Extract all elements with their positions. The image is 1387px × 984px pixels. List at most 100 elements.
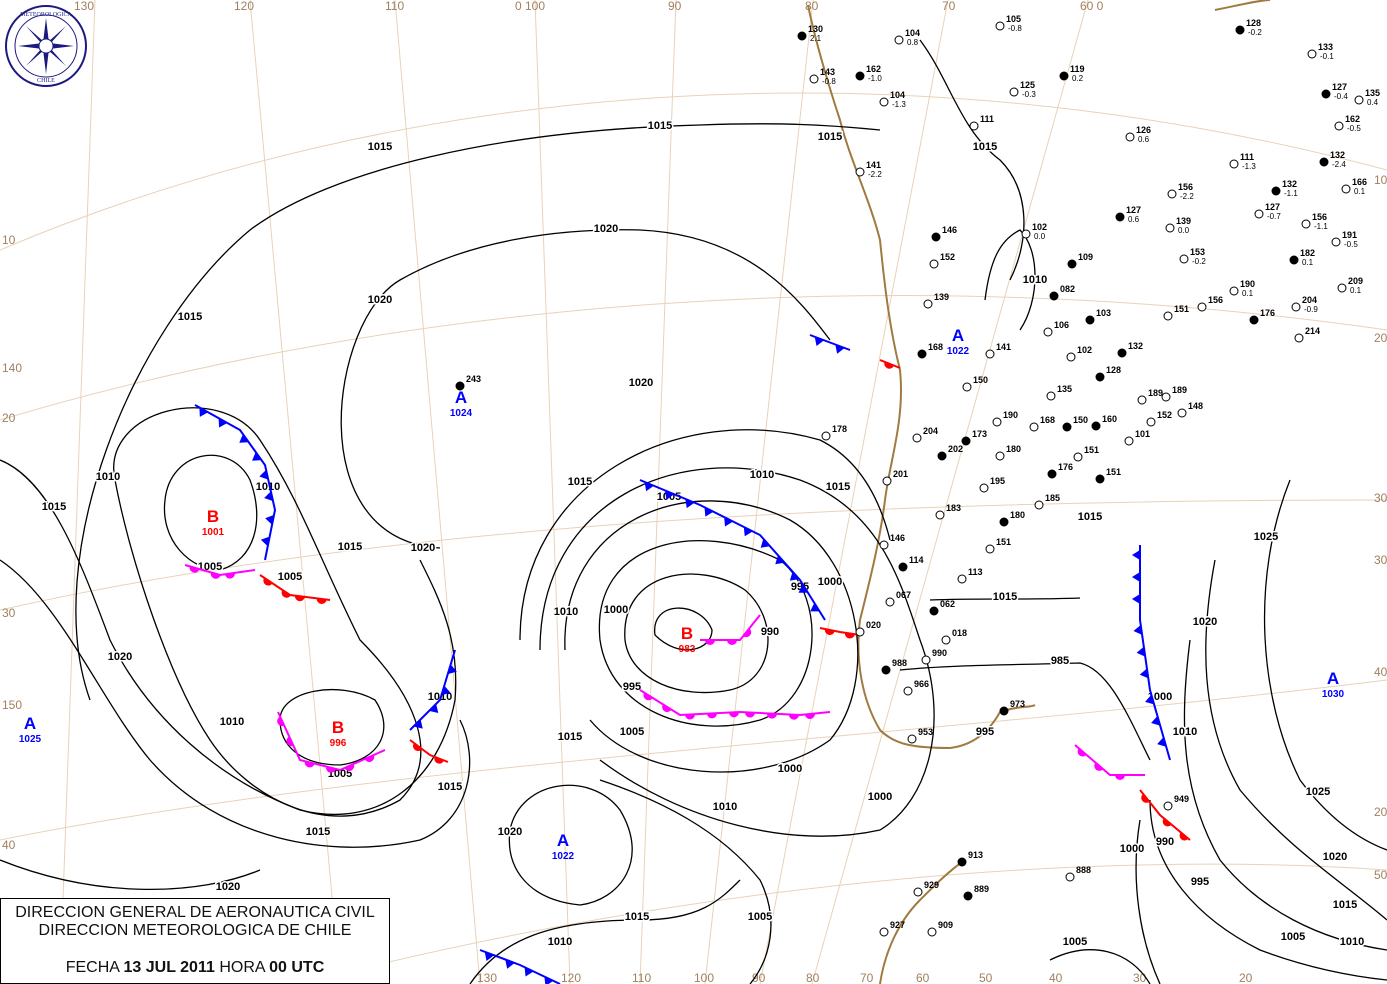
station-pressure: 135 — [1365, 88, 1380, 98]
station-cloud-cover-icon — [894, 35, 904, 45]
station-cloud-cover-icon — [1331, 237, 1341, 247]
station-cloud-cover-icon — [999, 517, 1009, 527]
isobar-label: 1015 — [306, 826, 330, 838]
station-plot: 913 — [957, 850, 983, 867]
station-pressure: 183 — [946, 503, 961, 513]
isobar-label: 990 — [1156, 836, 1174, 848]
station-plot: 988 — [881, 658, 907, 675]
station-cloud-cover-icon — [1179, 254, 1189, 264]
station-plot: 214 — [1294, 326, 1320, 343]
station-cloud-cover-icon — [1146, 417, 1156, 427]
cold-front — [409, 649, 456, 731]
station-plot: 151 — [1095, 467, 1121, 484]
cold-front-triangle — [704, 507, 714, 517]
station-plot: 929 — [913, 880, 939, 897]
station-pressure: 178 — [832, 424, 847, 434]
station-pressure: 127 — [1265, 202, 1280, 212]
station-cloud-cover-icon — [1085, 315, 1095, 325]
cold-front-triangle — [447, 664, 457, 675]
cold-front — [809, 334, 851, 351]
station-pressure: 143 — [820, 67, 835, 77]
station-plot: 185 — [1034, 493, 1060, 510]
grid-label-bottom: 60 — [916, 971, 930, 984]
warm-front-semicircle — [294, 595, 305, 602]
station-cloud-cover-icon — [1059, 71, 1069, 81]
station-plot: 105-0.8 — [995, 14, 1022, 33]
station-plot: 127-0.4 — [1321, 82, 1348, 101]
cold-front-triangle — [252, 451, 262, 461]
station-cloud-cover-icon — [879, 97, 889, 107]
cold-front-triangle — [260, 536, 270, 547]
station-pressure: 111 — [980, 114, 994, 124]
station-pressure: 162 — [1345, 114, 1360, 124]
isobar-label: 1010 — [554, 606, 578, 618]
station-cloud-cover-icon — [1271, 186, 1281, 196]
station-plot: 132-1.1 — [1271, 179, 1298, 198]
station-pressure: 152 — [1157, 410, 1172, 420]
station-tendency: -0.8 — [822, 77, 836, 86]
station-pressure: 190 — [1240, 279, 1255, 289]
warm-front — [409, 739, 449, 763]
isobar-label: 1010 — [1340, 936, 1364, 948]
station-cloud-cover-icon — [797, 31, 807, 41]
isobar-label: 1020 — [1323, 851, 1347, 863]
occluded-front-symbol — [189, 566, 200, 573]
warm-front-semicircle — [281, 589, 291, 598]
isobar-label: 1000 — [1120, 843, 1144, 855]
station-plot: 973 — [999, 699, 1025, 716]
station-cloud-cover-icon — [1167, 189, 1177, 199]
station-pressure: 176 — [1260, 308, 1275, 318]
station-cloud-cover-icon — [1115, 212, 1125, 222]
station-tendency: -1.0 — [868, 74, 882, 83]
station-pressure: 141 — [866, 160, 881, 170]
station-plot: 183 — [935, 503, 961, 520]
station-pressure: 104 — [905, 28, 920, 38]
occluded-front-symbol — [326, 766, 336, 773]
grid-label-left: 150 — [2, 698, 22, 712]
cold-front-triangle — [505, 959, 515, 969]
occl-front — [700, 614, 761, 641]
isobar-label: 1010 — [548, 936, 572, 948]
isobar-label: 1010 — [220, 716, 244, 728]
station-cloud-cover-icon — [1334, 121, 1344, 131]
station-cloud-cover-icon — [913, 887, 923, 897]
station-tendency: -2.2 — [868, 170, 882, 179]
station-plot: 176 — [1249, 308, 1275, 325]
cold-front-triangle — [685, 498, 695, 509]
occluded-front-symbol — [743, 628, 752, 638]
station-pressure: 152 — [940, 252, 955, 262]
station-pressure: 111 — [1240, 152, 1254, 162]
cold-front-triangle — [798, 584, 808, 593]
station-cloud-cover-icon — [1229, 286, 1239, 296]
station-plot: 141 — [985, 342, 1011, 359]
isobar-label: 1005 — [748, 911, 772, 923]
station-cloud-cover-icon — [455, 381, 465, 391]
station-plot: 953 — [907, 727, 933, 744]
station-pressure: 119 — [1070, 64, 1085, 74]
grid-label-top: 0 100 — [515, 0, 545, 13]
station-pressure: 180 — [1006, 444, 1021, 454]
station-cloud-cover-icon — [963, 891, 973, 901]
fecha-value: 13 JUL 2011 — [123, 959, 215, 976]
station-cloud-cover-icon — [1095, 372, 1105, 382]
cold-front — [639, 479, 826, 621]
low-pressure-center: B — [207, 507, 219, 526]
station-plot: 151 — [1073, 445, 1099, 462]
station-pressure: 150 — [1073, 415, 1088, 425]
pressure-center-value: 996 — [330, 738, 347, 749]
high-pressure-center: A — [24, 714, 36, 733]
station-cloud-cover-icon — [927, 927, 937, 937]
grid-label-right: 50 — [1374, 868, 1387, 882]
station-cloud-cover-icon — [1091, 421, 1101, 431]
station-plot: 125-0.3 — [1009, 80, 1036, 99]
grid-label-top: 70 — [942, 0, 956, 13]
station-cloud-cover-icon — [937, 451, 947, 461]
isobar-label: 1005 — [620, 726, 644, 738]
station-pressure: 173 — [972, 429, 987, 439]
isobar-label: 1015 — [1078, 511, 1102, 523]
station-pressure: 102 — [1032, 222, 1047, 232]
high-pressure-center: A — [557, 831, 569, 850]
